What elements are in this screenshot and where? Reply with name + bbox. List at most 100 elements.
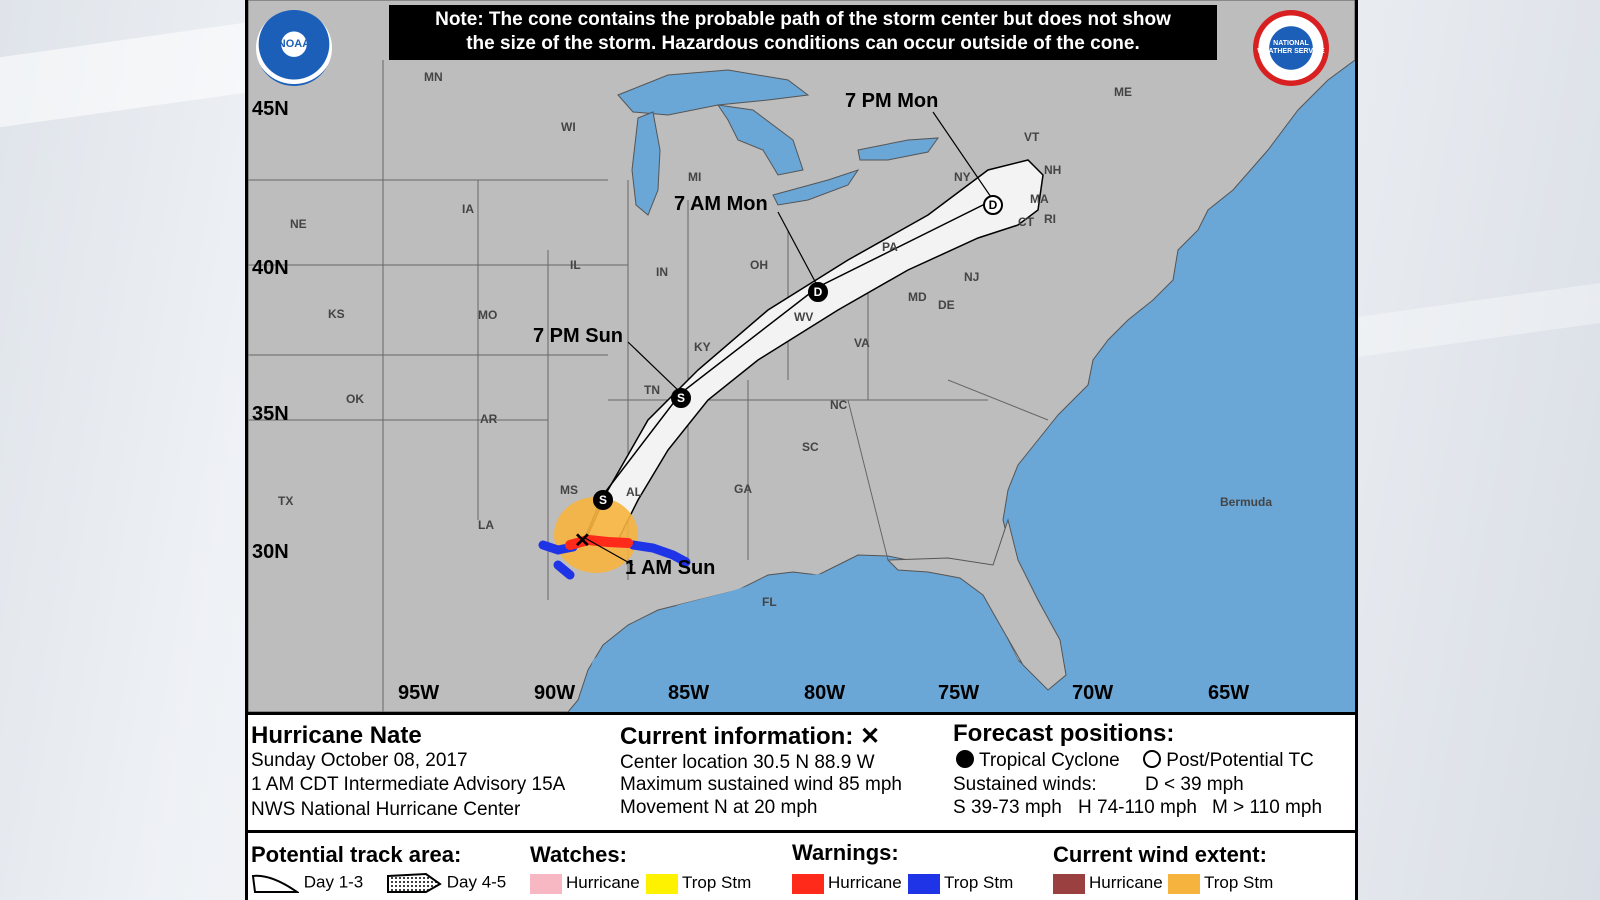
cone-outline-icon [251,874,301,893]
state-label: NE [290,217,307,231]
hurricane-warning-coast [565,534,633,550]
legend-panel: Potential track area: Day 1-3 Day 4-5 Wa… [248,833,1355,900]
current-position-marker: ✕ [574,530,591,552]
filled-circle-icon [956,750,974,768]
state-label: IN [656,265,668,279]
center-location: Center location 30.5 N 88.9 W [620,752,875,773]
state-label: CT [1018,215,1034,229]
forecast-time-label: 7 AM Mon [674,193,768,215]
m-definition: M > 110 mph [1212,797,1323,818]
lake-erie [772,169,860,206]
state-label: RI [1044,212,1056,226]
storm-name: Hurricane Nate [251,722,422,749]
watch-hurricane-swatch [530,873,562,894]
issuing-center: NWS National Hurricane Center [251,799,521,820]
forecast-positions-title: Forecast positions: [953,720,1175,747]
track-area-title: Potential track area: [251,842,462,867]
lon-label: 90W [534,682,576,704]
watches-title: Watches: [530,842,627,867]
wind-ts-legend: Trop Stm [1168,873,1273,894]
gulf [578,562,1038,712]
cone-dotted-icon [387,872,442,893]
max-wind: Maximum sustained wind 85 mph [620,774,902,795]
state-label: KY [694,340,711,354]
state-label: VT [1024,130,1040,144]
state-label: IA [462,202,474,216]
lon-label: 95W [398,682,440,704]
s-definition: S 39-73 mph [953,797,1062,818]
wind-hurricane-legend: Hurricane [1053,873,1163,894]
state-label: FL [762,595,777,609]
state-label: MS [560,483,578,497]
warn-ts-swatch [908,873,940,894]
watch-hurricane-legend: Hurricane [530,873,640,894]
state-label: NY [954,170,971,184]
state-label: AR [480,412,498,426]
cone-note: Note: The cone contains the probable pat… [389,5,1217,60]
state-label: OH [750,258,768,272]
forecast-cone [586,159,1044,541]
state-label: WI [561,120,576,134]
lat-label: 30N [252,541,289,563]
florida [886,518,1067,691]
sustained-winds-label: Sustained winds: [953,774,1097,795]
movement: Movement N at 20 mph [620,797,818,818]
state-label: SC [802,440,819,454]
forecast-time-label: 1 AM Sun [625,557,716,579]
h-definition: H 74-110 mph [1078,797,1197,818]
post-tc-legend: Post/Potential TC [1143,750,1314,772]
ts-wind-extent [554,497,638,573]
watch-ts-swatch [646,873,678,894]
note-line-1: Note: The cone contains the probable pat… [435,9,1171,30]
tc-legend: Tropical Cyclone [956,750,1120,772]
day13-legend: Day 1-3 [251,872,363,894]
tc-marker: S [671,388,691,408]
warn-hurricane-legend: Hurricane [792,873,902,894]
info-panel: Hurricane Nate Sunday October 08, 2017 1… [248,715,1355,833]
leader-lines [584,111,994,566]
lon-label: 65W [1208,682,1250,704]
lon-label: 80W [804,682,846,704]
state-label: OK [346,392,364,406]
advisory-graphic: NOAA NATIONAL WEATHER SERVICE Note: The … [245,0,1358,900]
note-line-2: the size of the storm. Hazardous conditi… [466,33,1140,54]
nws-logo: NATIONAL WEATHER SERVICE [1253,10,1329,86]
map-canvas [248,0,1355,712]
state-label: PA [882,240,898,254]
tc-marker: S [593,490,613,510]
warn-ts-legend: Trop Stm [908,873,1013,894]
d-definition: D < 39 mph [1145,774,1244,795]
watch-ts-legend: Trop Stm [646,873,751,894]
state-label: ME [1114,85,1132,99]
advisory-number: 1 AM CDT Intermediate Advisory 15A [251,774,566,795]
state-label: NC [830,398,848,412]
state-label: LA [478,518,494,532]
state-label: TN [644,383,660,397]
warnings-title: Warnings: [792,840,899,865]
state-label: GA [734,482,752,496]
day45-legend: Day 4-5 [386,872,506,894]
lat-label: 40N [252,257,289,279]
lon-label: 85W [668,682,710,704]
open-circle-icon [1143,750,1161,768]
state-label: KS [328,307,345,321]
state-label: AL [626,485,642,499]
bermuda-label: Bermuda [1220,495,1273,509]
state-label: TX [278,494,294,508]
state-label: MD [908,290,927,304]
warn-hurricane-swatch [792,873,824,894]
wind-extent-title: Current wind extent: [1053,842,1267,867]
post-tc-marker: D [983,195,1003,215]
state-label: NJ [964,270,980,284]
state-label: IL [570,258,581,272]
advisory-date: Sunday October 08, 2017 [251,750,468,771]
lon-label: 70W [1072,682,1114,704]
wind-ts-swatch [1168,873,1200,894]
forecast-time-label: 7 PM Mon [845,90,939,112]
tc-marker: D [808,282,828,302]
lake-ontario [857,137,940,161]
current-info-title: Current information: ✕ [620,723,881,750]
state-label: WV [794,310,814,324]
state-label: VA [854,336,870,350]
state-label: MA [1030,192,1049,206]
